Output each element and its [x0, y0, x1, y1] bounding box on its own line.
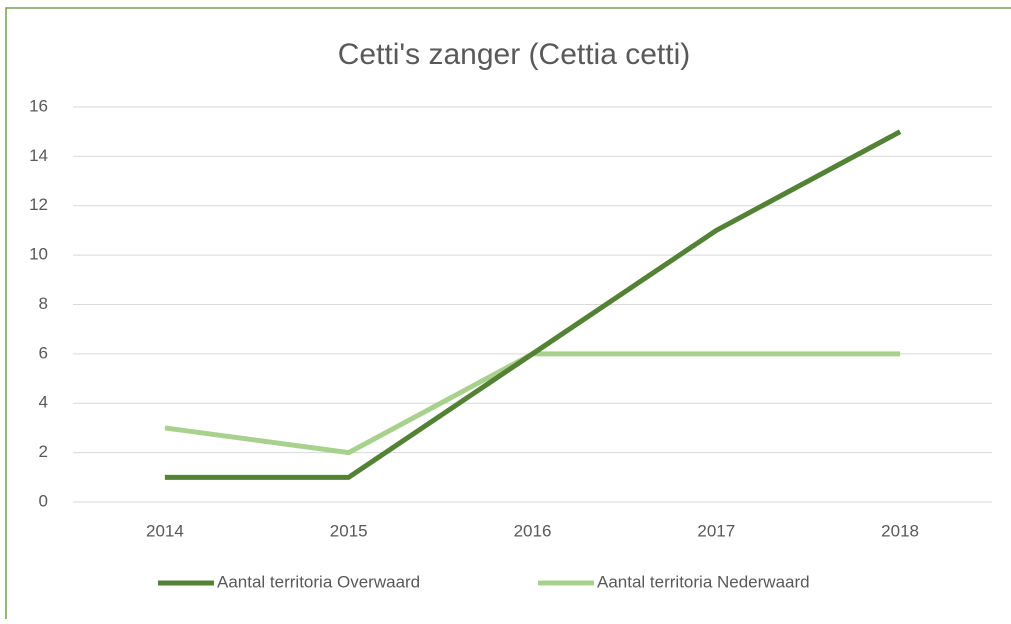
- chart-title: Cetti's zanger (Cettia cetti): [338, 38, 691, 71]
- chart-border: [5, 7, 1011, 624]
- y-tick-label: 0: [39, 491, 48, 510]
- x-tick-label: 2015: [330, 521, 368, 540]
- y-tick-label: 8: [39, 294, 48, 313]
- legend-label: Aantal territoria Nederwaard: [597, 572, 810, 591]
- y-tick-label: 6: [39, 343, 48, 362]
- y-tick-label: 12: [29, 195, 48, 214]
- y-tick-label: 2: [39, 442, 48, 461]
- x-tick-label: 2017: [697, 521, 735, 540]
- x-tick-label: 2014: [146, 521, 184, 540]
- y-tick-label: 14: [29, 146, 48, 165]
- y-tick-label: 16: [29, 96, 48, 115]
- x-tick-label: 2016: [514, 521, 552, 540]
- x-tick-label: 2018: [881, 521, 919, 540]
- y-tick-label: 4: [39, 393, 48, 412]
- legend-label: Aantal territoria Overwaard: [217, 572, 420, 591]
- series-line: [164, 129, 902, 480]
- y-tick-label: 10: [29, 245, 48, 264]
